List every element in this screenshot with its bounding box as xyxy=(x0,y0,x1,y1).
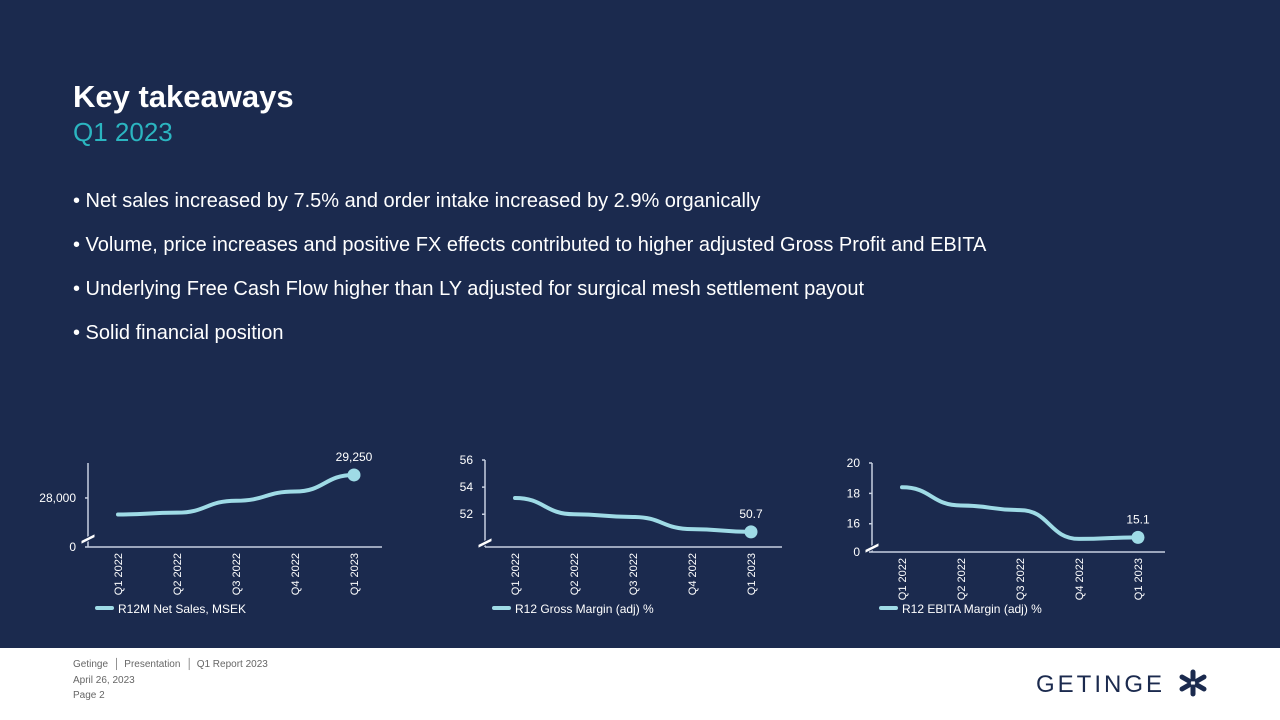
line xyxy=(900,485,1140,541)
y-tick-label: 28,000 xyxy=(39,491,76,505)
point xyxy=(347,468,361,482)
footer-page: Page 2 xyxy=(73,690,105,701)
footer-source: Getinge │ Presentation │ Q1 Report 2023 xyxy=(73,657,268,671)
bullet-text: • Solid financial position xyxy=(73,322,283,344)
x-tick-label: Q1 2022 xyxy=(510,553,522,595)
bullet-text: • Underlying Free Cash Flow higher than … xyxy=(73,278,865,300)
x-tick-label: Q3 2022 xyxy=(628,553,640,595)
logo-text: GETINGE xyxy=(1036,671,1165,698)
x-tick-label: Q1 2022 xyxy=(897,558,909,600)
x-tick-label: Q3 2022 xyxy=(231,553,243,595)
x-tick-label: Q2 2022 xyxy=(172,553,184,595)
axis-break xyxy=(477,536,493,550)
title: Key takeaways xyxy=(73,79,294,114)
x-tick-label: Q2 2022 xyxy=(569,553,581,595)
bullet-text: • Net sales increased by 7.5% and order … xyxy=(73,190,760,212)
x-tick-label: Q4 2022 xyxy=(290,553,302,595)
bullet-text: • Volume, price increases and positive F… xyxy=(73,234,987,256)
line xyxy=(513,495,753,534)
y-tick-label: 0 xyxy=(69,540,76,554)
data-label: 50.7 xyxy=(739,507,763,521)
separator: │ xyxy=(114,657,120,671)
footer-item: Getinge xyxy=(73,659,108,670)
separator: │ xyxy=(186,657,192,671)
footer-date: April 26, 2023 xyxy=(73,675,135,686)
legend-label: R12M Net Sales, MSEK xyxy=(118,602,246,616)
x-tick-label: Q1 2023 xyxy=(349,553,361,595)
y-tick-label: 20 xyxy=(847,456,861,470)
y-tick-label: 16 xyxy=(847,517,861,531)
y-tick-label: 56 xyxy=(460,453,474,467)
data-label: 29,250 xyxy=(336,450,373,464)
subtitle: Q1 2023 xyxy=(73,117,173,147)
x-tick-label: Q4 2022 xyxy=(1074,558,1086,600)
charts: 0 28,000 Q1 2022 Q2 2022 Q3 2022 Q4 2022 Q1 20… xyxy=(39,450,1165,616)
footer-item: Presentation xyxy=(124,659,180,670)
legend-label: R12 EBITA Margin (adj) % xyxy=(902,602,1042,616)
axis-break xyxy=(864,541,880,555)
x-tick-label: Q1 2023 xyxy=(746,553,758,595)
bullet-list: • Net sales increased by 7.5% and order … xyxy=(73,190,987,344)
y-tick-label: 54 xyxy=(460,480,474,494)
axis-break xyxy=(80,532,96,546)
x-tick-label: Q1 2023 xyxy=(1133,558,1145,600)
y-tick-label: 0 xyxy=(853,545,860,559)
x-tick-label: Q1 2022 xyxy=(113,553,125,595)
point xyxy=(1131,530,1145,544)
y-tick-label: 52 xyxy=(460,507,474,521)
x-tick-label: Q2 2022 xyxy=(956,558,968,600)
legend-label: R12 Gross Margin (adj) % xyxy=(515,602,654,616)
footer-background xyxy=(0,648,1280,720)
x-tick-label: Q4 2022 xyxy=(687,553,699,595)
line xyxy=(116,472,356,517)
logo-icon xyxy=(1179,669,1207,697)
background xyxy=(0,0,1280,648)
data-label: 15.1 xyxy=(1126,512,1150,526)
footer-item: Q1 Report 2023 xyxy=(197,659,269,670)
y-tick-label: 18 xyxy=(847,486,861,500)
point xyxy=(744,525,758,539)
x-tick-label: Q3 2022 xyxy=(1015,558,1027,600)
